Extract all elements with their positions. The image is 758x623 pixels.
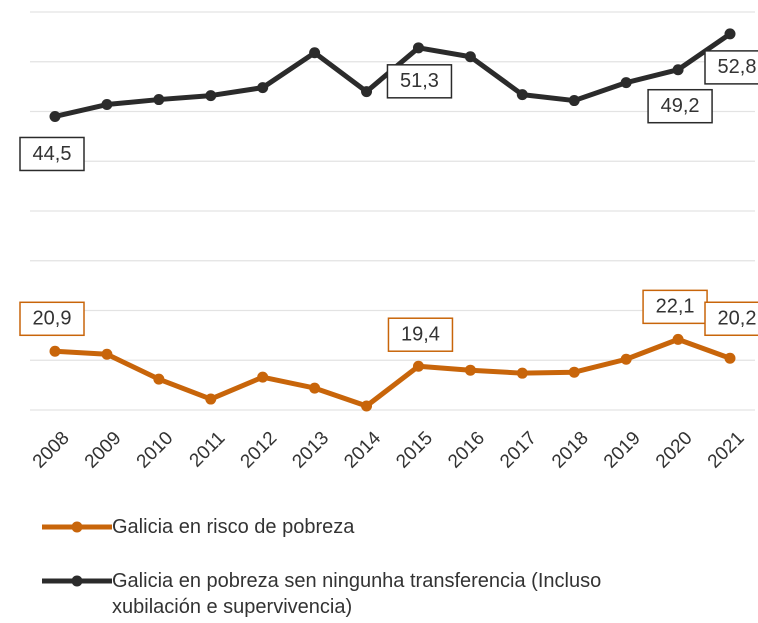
point — [49, 345, 61, 357]
legend-marker — [71, 521, 83, 533]
point — [309, 382, 321, 394]
point — [361, 86, 373, 98]
point — [464, 364, 476, 376]
x-tick-label: 2011 — [186, 428, 230, 472]
point — [724, 352, 736, 364]
x-tick-label: 2016 — [444, 428, 489, 473]
data-label-box — [387, 317, 454, 352]
point — [361, 400, 373, 412]
point — [101, 348, 113, 360]
point — [257, 82, 269, 94]
point — [49, 110, 61, 122]
data-label: 22,1 — [656, 296, 695, 318]
point — [412, 42, 424, 54]
legend-item: Galicia en pobreza sen ningunha transfer… — [40, 568, 672, 620]
x-tick-label: 2013 — [288, 428, 333, 473]
point — [101, 99, 113, 111]
legend-item: Galicia en risco de pobreza — [40, 514, 672, 540]
point — [724, 28, 736, 40]
data-label: 49,2 — [661, 95, 700, 117]
point — [205, 90, 217, 102]
chart: 2008 2009 2010 2011 2012 2013 2014 2015 2016 2017… — [19, 11, 758, 473]
x-tick-label: 2017 — [496, 428, 541, 473]
data-label-box — [386, 64, 453, 99]
x-tick-label: 2008 — [29, 428, 74, 473]
data-label: 20,9 — [33, 308, 72, 330]
point — [672, 333, 684, 345]
x-tick-label: 2014 — [340, 427, 385, 472]
data-label-box — [704, 301, 758, 337]
x-tick-label: 2009 — [81, 428, 126, 473]
legend-label: Galicia en risco de pobreza — [112, 516, 355, 538]
point — [464, 51, 476, 63]
point — [309, 47, 321, 59]
data-label: 51,3 — [400, 70, 439, 92]
legend-swatch — [42, 521, 112, 533]
point — [620, 353, 632, 365]
series-line — [54, 336, 731, 409]
data-label-box — [704, 50, 758, 85]
x-tick-label: 2018 — [548, 428, 593, 473]
x-tick-label: 2019 — [600, 428, 645, 473]
legend-label: Galicia en pobreza sen ningunha transfer… — [112, 570, 602, 618]
point — [620, 77, 632, 89]
point — [568, 95, 580, 107]
point — [412, 360, 424, 372]
data-label: 20,2 — [718, 308, 757, 330]
x-tick-label: 2012 — [237, 428, 282, 473]
point — [516, 367, 528, 379]
data-label: 19,4 — [401, 324, 440, 346]
data-label-box — [19, 136, 85, 172]
point — [153, 373, 165, 385]
point — [205, 393, 217, 405]
data-label: 44,5 — [33, 143, 72, 165]
point — [672, 64, 684, 76]
point — [516, 89, 528, 101]
legend-marker — [71, 575, 83, 587]
x-tick-label: 2010 — [133, 428, 178, 473]
point — [257, 371, 269, 383]
point — [153, 94, 165, 106]
x-tick-label: 2020 — [652, 428, 697, 473]
point — [568, 366, 580, 378]
x-tick-label: 2021 — [704, 428, 749, 473]
legend-swatch — [42, 575, 112, 587]
data-label: 52,8 — [718, 56, 757, 78]
x-tick-label: 2015 — [392, 428, 437, 473]
data-label-box — [19, 301, 85, 337]
data-label-box — [647, 88, 713, 124]
data-label-box — [642, 289, 708, 325]
